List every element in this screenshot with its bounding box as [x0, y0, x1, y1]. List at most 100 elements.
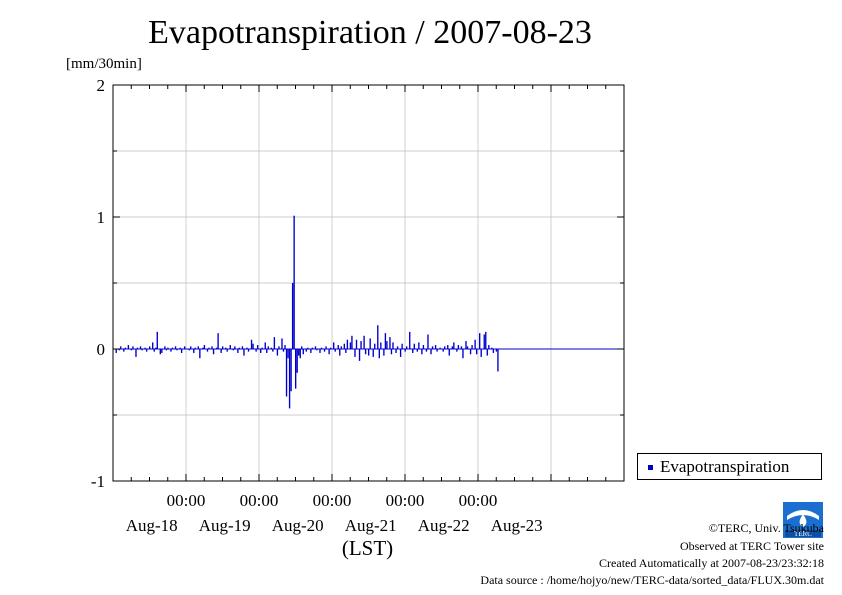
data-bar — [267, 346, 269, 349]
data-bar — [167, 347, 169, 349]
data-bar — [188, 349, 190, 351]
data-bar — [281, 338, 283, 349]
data-bar — [220, 349, 222, 353]
data-bar — [457, 345, 460, 349]
x-date-tick-label: Aug-20 — [272, 516, 324, 535]
x-date-tick-label: Aug-22 — [418, 516, 470, 535]
data-bar — [155, 347, 157, 349]
data-bar — [425, 349, 428, 352]
legend-label: Evapotranspiration — [660, 457, 790, 476]
x-time-tick-label: 00:00 — [459, 491, 498, 510]
data-bar — [399, 349, 402, 357]
data-bar — [130, 349, 133, 351]
data-bar — [161, 349, 163, 353]
data-bar — [208, 347, 210, 349]
data-bar — [475, 349, 478, 355]
data-bar — [225, 347, 227, 349]
data-bar — [354, 349, 356, 357]
data-bar — [363, 335, 365, 349]
data-bar — [293, 215, 295, 349]
x-date-tick-label: Aug-18 — [126, 516, 178, 535]
data-bar — [139, 346, 142, 349]
data-bar — [243, 349, 245, 356]
data-bar — [290, 349, 292, 392]
data-bar — [183, 346, 186, 349]
data-bar — [164, 346, 166, 349]
data-bar — [413, 343, 415, 349]
data-bar — [404, 349, 406, 352]
data-bar — [430, 349, 432, 355]
data-bar — [345, 349, 347, 353]
data-bar — [272, 349, 274, 352]
data-bar — [132, 346, 134, 349]
data-bar — [460, 346, 463, 349]
data-bar — [483, 334, 485, 349]
data-bar — [337, 345, 339, 349]
y-tick-label: 1 — [97, 208, 106, 227]
data-bar — [466, 346, 469, 349]
data-bar — [276, 349, 279, 356]
data-bar — [434, 345, 437, 349]
data-bar — [294, 349, 297, 389]
data-bar — [170, 349, 172, 352]
data-bar — [480, 349, 482, 357]
data-bar — [409, 331, 411, 349]
legend-swatch — [648, 465, 653, 470]
x-date-tick-label: Aug-23 — [491, 516, 543, 535]
data-bar — [165, 349, 168, 351]
data-bar — [123, 349, 125, 352]
data-bar — [401, 343, 403, 349]
data-bar — [287, 349, 289, 359]
data-bar — [250, 339, 253, 349]
data-bar — [465, 341, 467, 349]
data-bar — [323, 349, 326, 352]
data-bar — [447, 345, 449, 349]
credit-site: Observed at TERC Tower site — [679, 539, 824, 553]
x-date-tick-label: Aug-21 — [345, 516, 397, 535]
data-bar — [285, 349, 288, 397]
x-time-tick-label: 00:00 — [167, 491, 206, 510]
data-bar — [390, 349, 393, 355]
data-bar — [176, 349, 178, 351]
data-bar — [284, 345, 286, 349]
data-bar — [448, 349, 450, 356]
data-bar — [221, 346, 224, 349]
data-bar — [115, 349, 117, 353]
data-bar — [329, 347, 332, 349]
data-bar — [492, 349, 495, 353]
data-bar — [495, 349, 498, 352]
data-bar — [444, 346, 446, 349]
data-bar — [369, 338, 371, 349]
data-bar — [237, 349, 239, 353]
data-bar — [358, 349, 361, 361]
data-bar — [135, 349, 137, 357]
data-bar — [247, 349, 250, 352]
data-bar — [386, 341, 388, 349]
data-bar — [422, 345, 425, 349]
data-bar — [211, 346, 213, 349]
data-bar — [439, 347, 441, 349]
data-bar — [389, 337, 391, 349]
data-bar — [367, 349, 370, 356]
data-bar — [215, 347, 218, 349]
data-bar — [212, 349, 215, 355]
data-bar — [328, 349, 330, 355]
data-bar — [241, 346, 244, 349]
data-bar — [301, 346, 303, 349]
data-bar — [266, 349, 268, 353]
data-bar — [232, 349, 234, 351]
data-bar — [299, 349, 301, 359]
data-bar — [339, 349, 341, 356]
chart-title: Evapotranspiration / 2007-08-23 — [148, 14, 592, 51]
data-bar — [431, 346, 434, 349]
data-bar — [471, 345, 473, 349]
y-axis-unit-label: [mm/30min] — [66, 56, 142, 72]
data-bar — [343, 343, 346, 349]
data-bar — [310, 349, 312, 353]
data-bar — [141, 349, 143, 351]
data-bar — [229, 345, 231, 349]
data-bar — [314, 346, 317, 349]
data-bar — [127, 345, 130, 349]
data-bar — [174, 346, 177, 349]
